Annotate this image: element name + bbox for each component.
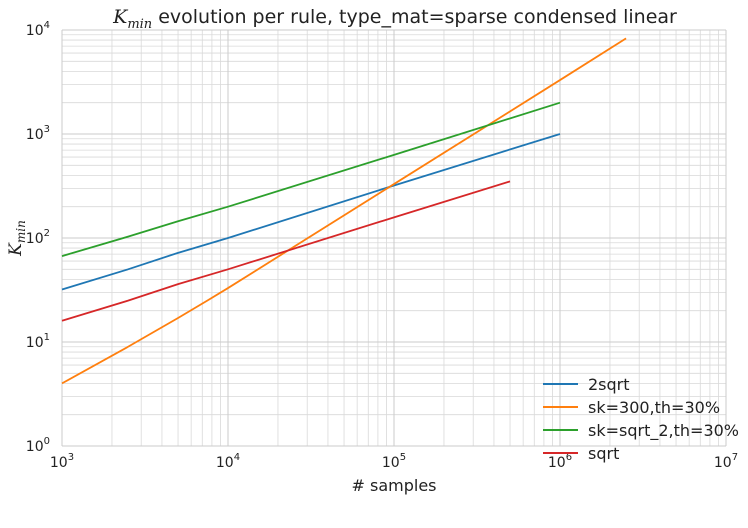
x-tick-label: 106 <box>548 452 572 471</box>
legend-label: 2sqrt <box>588 375 630 394</box>
legend: 2sqrt sk=300,th=30% sk=sqrt_2,th=30%sqrt <box>543 375 739 463</box>
x-tick-label: 103 <box>50 452 74 471</box>
x-axis-ticks: 103 104 105 106 107 <box>50 452 738 471</box>
y-axis-label-main: K <box>6 242 26 257</box>
y-tick-label: 100 <box>26 436 50 455</box>
x-tick-label: 104 <box>216 452 240 471</box>
x-axis-label: # samples <box>352 476 437 495</box>
y-axis-label-sub: min <box>14 220 28 243</box>
series-line-sk=300,th=30% <box>61 37 627 385</box>
chart-title-math: K <box>112 6 129 28</box>
legend-label: sqrt <box>588 444 619 463</box>
y-tick-label: 103 <box>26 124 50 143</box>
chart-title: Kmin evolution per rule, type_mat=sparse… <box>112 6 677 32</box>
grid-major <box>61 29 727 447</box>
series-line-sqrt <box>61 180 511 322</box>
y-axis-ticks: 100 101 102 103 104 <box>26 20 50 455</box>
legend-label: sk=sqrt_2,th=30% <box>588 421 739 441</box>
series-line-2sqrt <box>61 133 561 291</box>
legend-label: sk=300,th=30% <box>588 398 720 417</box>
x-tick-label: 105 <box>382 452 406 471</box>
series-line-sk=sqrt_2,th=30% <box>61 101 561 257</box>
y-tick-label: 102 <box>26 228 50 247</box>
chart-title-text: evolution per rule, type_mat=sparse cond… <box>152 6 677 28</box>
y-tick-label: 101 <box>26 332 50 351</box>
plot-area <box>61 29 727 447</box>
series-lines <box>61 37 627 385</box>
x-tick-label: 107 <box>714 452 738 471</box>
y-axis-label: Kmin <box>6 220 28 257</box>
chart-title-math-sub: min <box>127 17 152 32</box>
y-tick-label: 104 <box>26 20 50 39</box>
